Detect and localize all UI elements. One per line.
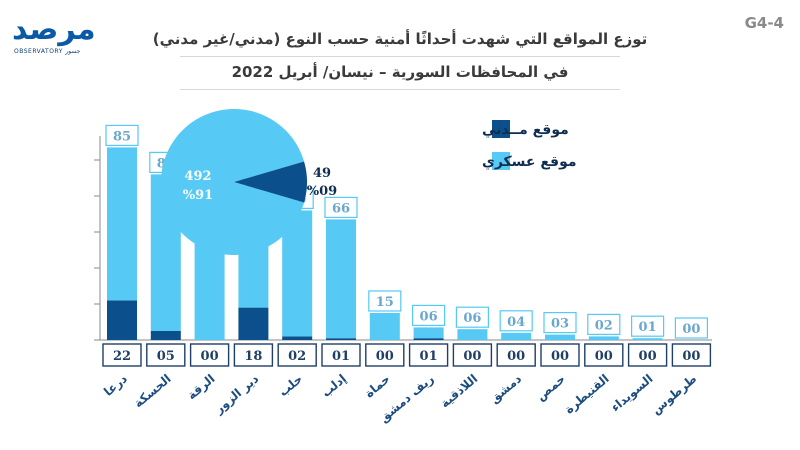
label-box-civilian-6	[408, 343, 449, 367]
bar-civilian-12	[150, 331, 181, 340]
logo-subtitle: OBSERVATORY جسور	[14, 48, 81, 55]
value-label-civilian-8: 01	[332, 349, 350, 364]
figure-code: G4-4	[744, 14, 784, 32]
chart-title-line1: توزع المواقع التي شهدت أحداثًا أمنية حسب…	[152, 30, 648, 48]
bar-civilian-10	[238, 307, 269, 340]
category-label-2: القنيطرة	[562, 372, 612, 417]
title-divider	[180, 56, 620, 57]
legend-swatch-civilian	[492, 120, 510, 138]
pie-value-military: 492	[184, 169, 211, 184]
label-box-civilian-1	[627, 343, 668, 367]
value-label-military-2: 02	[595, 318, 613, 333]
value-label-civilian-7: 00	[376, 349, 394, 364]
label-box-civilian-13	[102, 343, 142, 367]
value-label-civilian-3: 00	[551, 349, 569, 364]
bar-military-3	[545, 334, 575, 340]
bar-military-7	[369, 313, 400, 340]
label-box-civilian-9	[277, 343, 317, 367]
label-box-civilian-10	[233, 343, 274, 367]
value-label-civilian-6: 01	[420, 349, 438, 364]
value-label-civilian-5: 00	[463, 349, 481, 364]
value-label-civilian-2: 00	[595, 349, 613, 364]
category-label-12: الحسكة	[131, 372, 174, 411]
category-label-11: الرقة	[185, 372, 218, 403]
category-label-4: دمشق	[487, 372, 524, 406]
bar-civilian-6	[413, 338, 444, 340]
value-label-military-8: 66	[332, 201, 350, 216]
category-label-8: إدلب	[319, 372, 349, 400]
bar-military-8	[326, 219, 356, 339]
pie-value-civilian: 49	[313, 166, 331, 181]
value-label-civilian-13: 22	[113, 349, 131, 364]
bar-civilian-13	[107, 300, 137, 340]
bar-civilian-8	[326, 338, 356, 340]
value-label-military-1: 01	[639, 320, 657, 335]
bar-military-5	[457, 329, 488, 340]
value-label-military-4: 04	[507, 315, 525, 330]
label-box-civilian-5	[452, 343, 493, 367]
pie-percent-military: %91	[183, 188, 213, 203]
legend-label-civilian: موقع مــدني	[482, 122, 569, 138]
category-label-5: اللاذقية	[438, 372, 481, 411]
value-label-civilian-0: 00	[682, 349, 700, 364]
legend-swatch-military	[492, 152, 510, 170]
label-box-civilian-2	[584, 343, 624, 367]
label-box-military-1	[630, 315, 665, 337]
bar-military-13	[107, 147, 137, 301]
value-label-civilian-10: 18	[244, 349, 262, 364]
category-label-9: حلب	[276, 372, 305, 400]
pie-chart: 492 %91 49 %09	[160, 108, 337, 255]
label-box-military-4	[499, 310, 533, 332]
pie-percent-civilian: %09	[307, 184, 337, 199]
title-divider-2	[180, 89, 620, 90]
bar-military-2	[588, 336, 619, 340]
bar-military-4	[501, 332, 532, 340]
value-label-military-0: 00	[682, 322, 700, 337]
label-box-military-5	[455, 306, 489, 328]
value-label-civilian-4: 00	[507, 349, 525, 364]
value-label-military-7: 15	[376, 295, 394, 310]
bar-military-6	[413, 327, 444, 339]
category-label-1: السويداء	[608, 372, 656, 416]
pie-slice-military	[160, 108, 305, 255]
value-label-military-3: 03	[551, 317, 569, 332]
bar-civilian-9	[282, 336, 313, 340]
value-label-civilian-9: 02	[288, 349, 306, 364]
legend-label-military: موقع عسكري	[482, 154, 577, 171]
legend: موقع مــدني موقع عسكري	[482, 120, 577, 171]
value-label-military-5: 06	[463, 311, 481, 326]
category-label-13: درعا	[101, 372, 130, 399]
label-box-civilian-3	[540, 343, 580, 367]
label-box-civilian-8	[321, 343, 361, 367]
label-box-military-8	[324, 196, 358, 218]
logo: مرصد OBSERVATORY جسور	[12, 14, 96, 60]
value-label-civilian-1: 00	[639, 349, 657, 364]
label-box-military-7	[368, 290, 402, 312]
label-box-civilian-12	[146, 343, 186, 367]
bar-military-1	[632, 338, 663, 340]
label-box-military-3	[543, 312, 577, 334]
category-label-7: حماة	[362, 372, 393, 401]
value-label-military-6: 06	[420, 309, 438, 324]
label-box-civilian-0	[671, 343, 712, 367]
value-label-military-13: 85	[113, 129, 131, 144]
label-box-civilian-4	[496, 343, 536, 367]
logo-wordmark: مرصد	[12, 12, 96, 47]
label-box-military-2	[587, 313, 621, 335]
category-label-0: طرطوس	[649, 372, 700, 418]
chart-title-line2: في المحافظات السورية – نيسان/ أبريل 2022	[231, 63, 569, 81]
label-box-military-0	[674, 317, 709, 339]
label-box-military-6	[412, 304, 446, 326]
label-box-military-13	[105, 124, 139, 147]
category-label-3: حمص	[534, 372, 568, 404]
label-box-civilian-7	[365, 343, 405, 367]
value-label-civilian-12: 05	[157, 349, 175, 364]
label-box-civilian-11	[189, 343, 230, 367]
value-label-civilian-11: 00	[201, 349, 219, 364]
category-label-10: دير الزور	[211, 372, 262, 418]
x-axis-labels: طرطوسالسويداءالقنيطرةحمصدمشقاللاذقيةريف …	[101, 372, 700, 426]
pie-slice-civilian	[234, 161, 307, 203]
bar-series	[107, 147, 663, 340]
